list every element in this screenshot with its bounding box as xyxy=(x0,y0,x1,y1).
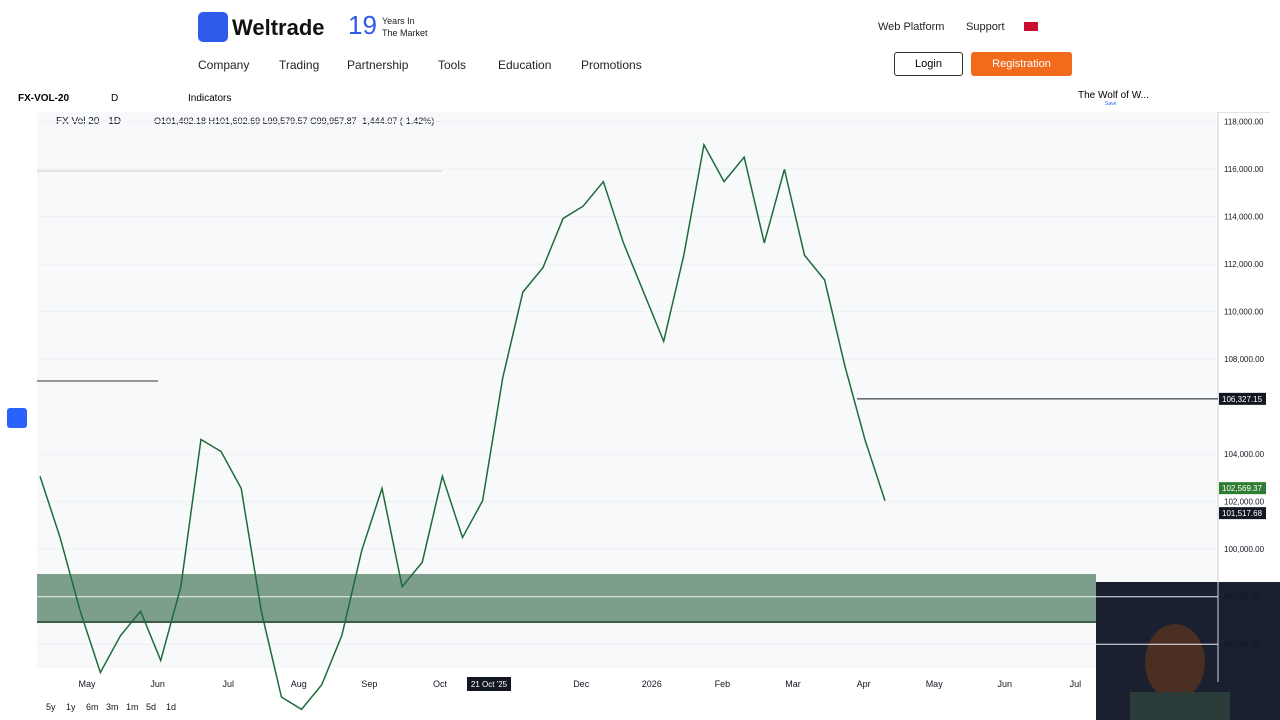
zone xyxy=(37,574,1096,622)
y-tick-label: 108,000.00 xyxy=(1224,355,1265,364)
x-tick-label: Mar xyxy=(785,679,801,689)
crosshair-badge xyxy=(467,677,511,691)
logo[interactable]: Weltrade xyxy=(232,15,325,40)
y-tick-label: 118,000.00 xyxy=(1224,118,1264,127)
save[interactable]: Save xyxy=(1105,101,1117,107)
nav-item[interactable]: Company xyxy=(198,58,250,72)
y-tick-label: 100,000.00 xyxy=(1224,545,1265,554)
y-tick-label: 116,000.00 xyxy=(1224,165,1264,174)
x-tick-label: Sep xyxy=(361,679,377,689)
y-tick-label: 112,000.00 xyxy=(1224,260,1264,269)
x-tick-label: Dec xyxy=(573,679,590,689)
x-tick-label: Apr xyxy=(857,679,871,689)
x-tick-label: 2026 xyxy=(642,679,662,689)
nav-item[interactable]: Trading xyxy=(279,58,320,72)
y-tick-label: 110,000.00 xyxy=(1224,308,1264,317)
years: 19 xyxy=(348,10,377,40)
range-button[interactable]: 5y xyxy=(46,702,56,712)
nav-item[interactable]: Tools xyxy=(438,58,467,72)
indicators[interactable]: Indicators xyxy=(188,93,232,104)
x-tick-label: May xyxy=(926,679,944,689)
nav-item[interactable]: Promotions xyxy=(581,58,642,72)
price-badge-label: 101,517.68 xyxy=(1222,509,1263,518)
range-button[interactable]: 5d xyxy=(146,702,156,712)
x-tick-label: Jul xyxy=(222,679,234,689)
y-tick-label: 98,000.00 xyxy=(1224,593,1260,602)
range-button[interactable]: 1y xyxy=(66,702,76,712)
webcam-person xyxy=(1130,692,1230,720)
login-button[interactable]: Login xyxy=(894,52,963,76)
x-tick-label: May xyxy=(78,679,96,689)
symbol[interactable]: FX-VOL-20 xyxy=(18,93,70,104)
register-button[interactable]: Registration xyxy=(971,52,1072,76)
x-tick-label: Feb xyxy=(715,679,731,689)
y-tick-label: 96,000.00 xyxy=(1224,640,1260,649)
y-tick-label: 102,000.00 xyxy=(1224,498,1265,507)
nav-item[interactable]: Education xyxy=(498,58,552,72)
link[interactable]: Support xyxy=(966,21,1005,33)
y-tick-label: 104,000.00 xyxy=(1224,450,1265,459)
legend-ohlc: O101,402.18 H101,602.69 L99,579.57 C99,9… xyxy=(154,116,434,126)
nav-item[interactable]: Partnership xyxy=(347,58,409,72)
link[interactable]: Web Platform xyxy=(878,21,945,33)
price-badge xyxy=(1219,482,1266,495)
years-text: Years In xyxy=(382,16,415,26)
layout-name[interactable]: The Wolf of W... xyxy=(1078,90,1149,101)
x-tick-label: Oct xyxy=(433,679,448,689)
chart: FX Vol 20 · 1D O101,402.18 H101,602.69 L… xyxy=(0,112,1280,720)
price-badge-label: 102,569.37 xyxy=(1222,484,1263,493)
interval[interactable]: D xyxy=(111,93,119,104)
y-tick-label: 114,000.00 xyxy=(1224,213,1264,222)
range-button[interactable]: 1d xyxy=(166,702,176,712)
x-tick-label: Jun xyxy=(998,679,1013,689)
x-tick-label: Aug xyxy=(291,679,307,689)
x-tick-label: Jun xyxy=(150,679,165,689)
range-button[interactable]: 6m xyxy=(86,702,99,712)
webcam-person xyxy=(1145,624,1205,700)
range-button[interactable]: 1m xyxy=(126,702,139,712)
range-button[interactable]: 3m xyxy=(106,702,119,712)
price-line xyxy=(39,142,886,711)
price-badge-label: 106,327.15 xyxy=(1222,395,1263,404)
price-badge xyxy=(1219,392,1266,405)
active-tool[interactable] xyxy=(7,408,27,428)
x-tick-label: Jul xyxy=(1070,679,1082,689)
years-text: The Market xyxy=(382,28,428,38)
flag[interactable] xyxy=(1024,22,1038,31)
price-badge xyxy=(1219,507,1266,520)
logo-icon xyxy=(198,12,228,42)
crosshair-date: 21 Oct '25 xyxy=(471,680,508,689)
